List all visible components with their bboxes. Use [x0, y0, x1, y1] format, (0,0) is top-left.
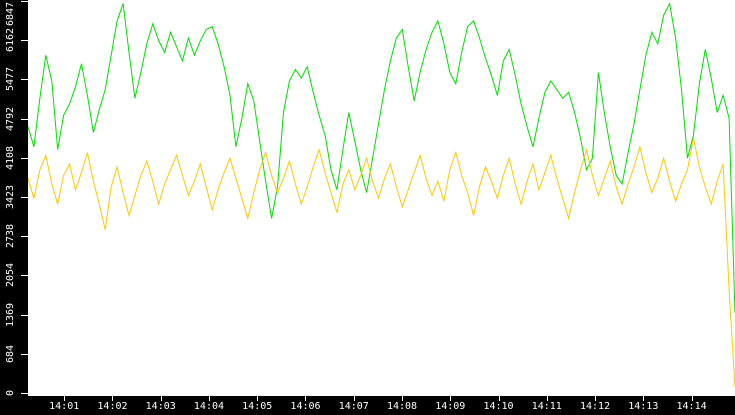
- y-tick-mark: [21, 79, 28, 81]
- y-tick-mark: [21, 353, 28, 355]
- x-tick-label: 14:11: [531, 401, 562, 412]
- x-tick-mark: [112, 396, 114, 401]
- x-tick-label: 14:12: [579, 401, 611, 412]
- y-tick-mark: [21, 236, 28, 238]
- x-tick-label: 14:02: [97, 401, 128, 412]
- y-tick-label: 2738: [5, 224, 16, 249]
- x-tick-label: 14:05: [242, 401, 273, 412]
- x-tick-mark: [160, 396, 162, 401]
- x-tick-mark: [208, 396, 210, 401]
- x-tick-label: 14:14: [676, 401, 707, 412]
- y-tick-mark: [21, 197, 28, 199]
- x-tick-mark: [305, 396, 307, 401]
- y-tick-label: 0: [5, 389, 16, 397]
- y-tick-label: 5477: [5, 67, 16, 92]
- x-tick-mark: [450, 396, 452, 401]
- x-tick-label: 14:04: [193, 401, 225, 412]
- x-tick-label: 14:01: [49, 401, 80, 412]
- x-tick-label: 14:03: [145, 401, 176, 412]
- x-tick-mark: [64, 396, 66, 401]
- x-tick-label: 14:13: [628, 401, 659, 412]
- y-tick-mark: [21, 393, 28, 394]
- y-tick-label: 4792: [5, 106, 16, 131]
- x-tick-mark: [498, 396, 500, 401]
- x-tick-mark: [546, 396, 548, 401]
- y-tick-mark: [21, 118, 28, 120]
- x-tick-label: 14:07: [338, 401, 369, 412]
- y-tick-mark: [21, 1, 28, 2]
- series-gold-line: [28, 138, 735, 388]
- y-tick-label: 4108: [5, 145, 16, 170]
- y-tick-label: 2054: [5, 263, 16, 288]
- y-tick-label: 6162: [5, 28, 16, 53]
- x-tick-label: 14:10: [483, 401, 514, 412]
- x-tick-label: 14:06: [290, 401, 321, 412]
- y-tick-mark: [21, 275, 28, 277]
- x-tick-mark: [691, 396, 693, 401]
- x-tick-label: 14:09: [435, 401, 466, 412]
- y-tick-label: 684: [5, 344, 16, 363]
- plot-area: [28, 0, 735, 396]
- y-tick-label: 1369: [5, 302, 16, 327]
- x-tick-label: 14:08: [386, 401, 418, 412]
- x-tick-mark: [353, 396, 355, 401]
- x-tick-mark: [257, 396, 259, 401]
- x-tick-mark: [643, 396, 645, 401]
- y-tick-label: 6847: [5, 1, 16, 27]
- y-axis: 0 684 1369 2054 2738 3423 4108 4792 5477 6162 6847: [0, 0, 28, 415]
- y-tick-mark: [21, 157, 28, 159]
- y-tick-mark: [21, 314, 28, 316]
- y-tick-mark: [21, 40, 28, 42]
- x-axis: 14:01 14:02 14:03 14:04 14:05 14:06 14:07 14:08…: [0, 396, 735, 415]
- series-green-line: [28, 2, 735, 313]
- y-tick-label: 3423: [5, 184, 16, 210]
- x-tick-mark: [402, 396, 403, 401]
- x-tick-mark: [595, 396, 597, 401]
